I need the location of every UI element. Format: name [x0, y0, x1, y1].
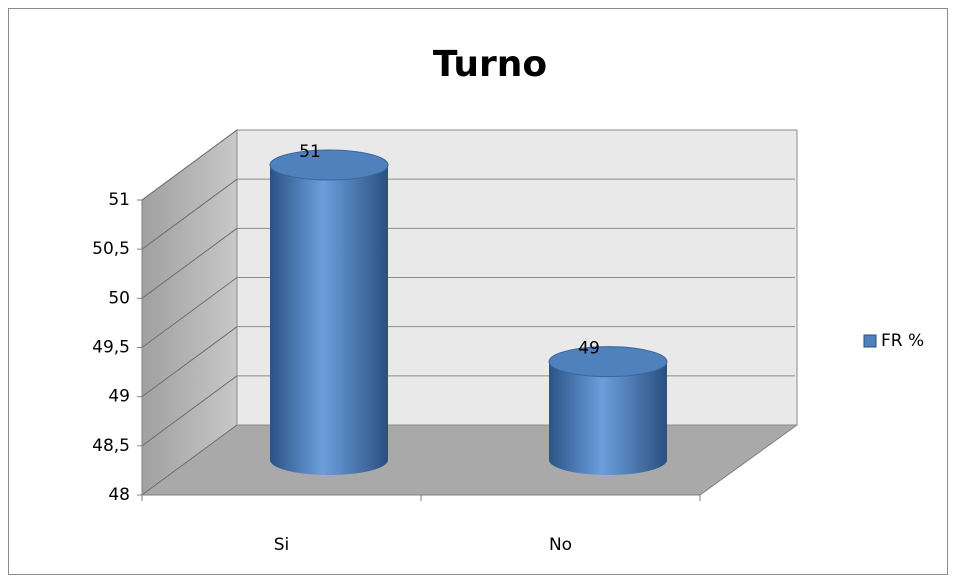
y-tick-label: 49	[108, 387, 130, 407]
legend-swatch	[863, 334, 877, 348]
y-tick-label: 49,5	[92, 338, 130, 358]
cylinder-top	[548, 346, 668, 378]
grid-line	[141, 178, 238, 250]
grid-line	[141, 326, 238, 398]
floor-edge	[699, 424, 798, 496]
grid-line	[141, 227, 238, 299]
x-tick-label: No	[549, 535, 572, 555]
grid-line	[141, 129, 238, 201]
legend-label: FR %	[881, 331, 924, 351]
y-tick-label: 48	[108, 485, 130, 505]
value-label: 51	[299, 142, 321, 162]
chart-title: Turno	[433, 44, 547, 85]
floor	[142, 425, 797, 495]
x-tick-label: Si	[274, 535, 290, 555]
y-tick-label: 51	[108, 190, 130, 210]
cylinder-body	[549, 361, 667, 475]
value-label: 49	[578, 339, 600, 359]
grid-line	[141, 375, 238, 447]
y-tick-label: 50	[108, 288, 130, 308]
y-tick-label: 48,5	[92, 436, 130, 456]
grid-line	[141, 277, 238, 348]
grid-line	[141, 424, 238, 496]
cylinder-top	[269, 149, 389, 181]
cylinder-body	[270, 165, 388, 475]
y-tick-label: 50,5	[92, 239, 130, 259]
